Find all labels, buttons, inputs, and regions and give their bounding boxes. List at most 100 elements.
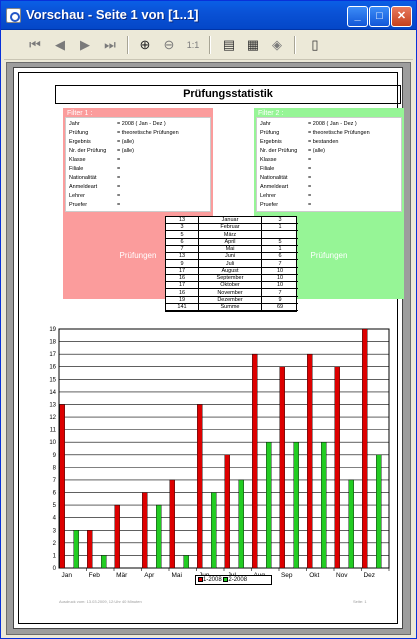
y-tick-label: 1 — [53, 553, 57, 559]
filter-key: Prüfung — [260, 130, 280, 136]
filter-key: Pruefer — [69, 202, 88, 208]
x-tick-label: Feb — [89, 572, 101, 579]
stats-cell-a: 6 — [180, 238, 184, 245]
y-tick-label: 18 — [49, 340, 56, 346]
y-tick-label: 6 — [53, 491, 57, 497]
last-page-icon: ⏭ — [104, 37, 116, 52]
stats-row: 5 März — [166, 232, 298, 239]
stats-row: 16 September 10 — [166, 275, 298, 282]
stats-cell-b: 3 — [278, 217, 282, 223]
y-tick-label: 0 — [53, 566, 57, 572]
filter-value: (alle) — [312, 148, 325, 154]
stats-cell-b: 10 — [276, 282, 284, 289]
filter-value: 2008 ( Jan - Dez ) — [121, 121, 166, 127]
stats-cell-a: 5 — [180, 231, 184, 238]
bar-2-2008 — [211, 492, 217, 569]
zoom-in-button[interactable]: ⊕ — [134, 34, 156, 56]
bar-1-2008 — [279, 366, 285, 569]
filter-value: (alle) — [121, 148, 134, 154]
stats-cell-month: Dezember — [217, 296, 243, 303]
next-page-button[interactable]: ▶ — [74, 34, 96, 56]
filter-key: Nr. der Prüfung — [69, 148, 107, 154]
bar-2-2008 — [101, 555, 107, 569]
y-tick-label: 11 — [50, 428, 57, 434]
footer-page-number: Seite: 1 — [353, 599, 367, 604]
plot-area — [58, 328, 390, 569]
filter-key: Ergebnis — [260, 139, 282, 145]
stats-cell-month: August — [221, 267, 239, 274]
prev-page-button[interactable]: ◀ — [49, 34, 71, 56]
stats-cell-a: 141 — [177, 304, 187, 310]
export-button[interactable]: ◈ — [266, 34, 288, 56]
filter-row: Ergebnis = bestanden — [260, 139, 339, 145]
filter-row: Klasse = — [69, 157, 121, 163]
stats-cell-b: 5 — [278, 238, 282, 245]
filter-row: Ergebnis = (alle) — [69, 139, 134, 145]
filter-row: Pruefer = — [260, 202, 312, 208]
print-button[interactable]: ▤ — [218, 34, 240, 56]
filter-row: Filiale = — [69, 166, 121, 172]
y-tick-label: 7 — [53, 478, 57, 484]
filter-row: Nr. der Prüfung = (alle) — [69, 148, 134, 154]
bar-2-2008 — [183, 555, 189, 569]
y-tick-label: 12 — [49, 415, 56, 421]
stats-row: 16 November 7 — [166, 290, 298, 297]
first-page-button[interactable]: ⏮ — [24, 34, 46, 56]
y-tick-label: 19 — [49, 327, 56, 333]
bar-2-2008 — [348, 479, 354, 569]
filter-value: 2008 ( Jan - Dez ) — [312, 121, 357, 127]
minimize-icon: _ — [354, 10, 361, 22]
stats-cell-month: Oktober — [220, 282, 240, 289]
filter-key: Nationalität — [69, 175, 97, 181]
maximize-button[interactable]: □ — [369, 6, 390, 27]
window-title: Vorschau - Seite 1 von [1..1] — [26, 7, 199, 22]
filter-value: theoretische Prüfungen — [312, 130, 370, 136]
filter-2-title: Filter 2 : — [258, 110, 284, 117]
zoom-actual-button[interactable]: 1:1 — [182, 34, 204, 56]
stats-row: 9 Juli 7 — [166, 261, 298, 268]
table-divider — [261, 217, 262, 311]
filter-key: Lehrer — [69, 193, 85, 199]
filter-row: Klasse = — [260, 157, 312, 163]
filter-row: Nationalität = — [260, 175, 312, 181]
zoom-actual-icon: 1:1 — [186, 40, 200, 50]
minimize-button[interactable]: _ — [347, 6, 368, 27]
zoom-in-icon: ⊕ — [139, 37, 151, 52]
exit-button[interactable]: ▯ — [304, 34, 326, 56]
bar-1-2008 — [114, 504, 120, 569]
stats-cell-month: Juni — [224, 253, 236, 260]
report-title: Prüfungsstatistik — [55, 85, 401, 104]
x-tick-label: Sep — [281, 572, 293, 579]
legend-swatch-2 — [223, 576, 229, 582]
close-button[interactable]: ✕ — [391, 6, 412, 27]
filter-1-label: Prüfungen — [119, 251, 157, 260]
toolbar-separator — [209, 36, 211, 54]
stats-cell-b: 7 — [278, 289, 282, 296]
last-page-button[interactable]: ⏭ — [99, 34, 121, 56]
zoom-out-button[interactable]: ⊖ — [158, 34, 180, 56]
y-tick-label: 2 — [53, 541, 57, 547]
print-setup-button[interactable]: ▦ — [242, 34, 264, 56]
filter-key: Klasse — [260, 157, 277, 163]
bar-2-2008 — [293, 442, 299, 569]
filter-row: Filiale = — [260, 166, 312, 172]
stats-cell-b: 7 — [278, 260, 282, 267]
filter-key: Pruefer — [260, 202, 279, 208]
stats-cell-b: 1 — [278, 246, 282, 252]
x-tick-label: Dez — [363, 572, 375, 579]
filter-value: bestanden — [312, 139, 339, 145]
stats-row: 3 Februar 1 — [166, 224, 298, 232]
filter-row: Anmeldeart = — [260, 184, 312, 190]
x-tick-label: Mai — [172, 572, 182, 579]
bar-1-2008 — [224, 454, 230, 569]
filter-2-label: Prüfungen — [310, 251, 348, 260]
title-bar[interactable]: Vorschau - Seite 1 von [1..1] _ □ ✕ — [1, 1, 416, 30]
legend-label-2: 2-2008 — [228, 577, 248, 583]
y-tick-label: 9 — [53, 453, 57, 459]
app-icon — [6, 8, 21, 23]
stats-cell-a: 13 — [178, 217, 186, 223]
stats-cell-month: April — [224, 238, 236, 245]
preview-area[interactable]: Prüfungsstatistik Filter 1 : Jahr = 2008 … — [6, 62, 411, 635]
